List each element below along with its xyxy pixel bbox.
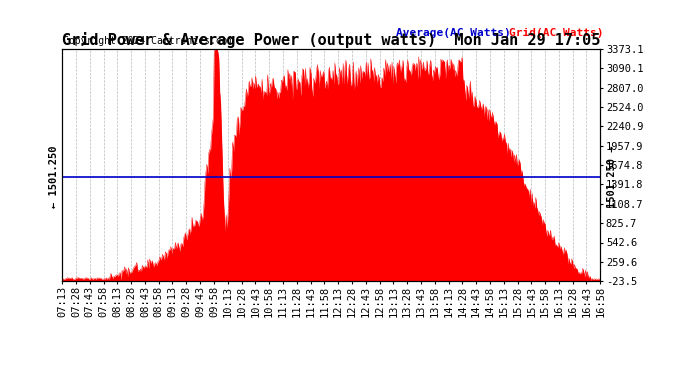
- Title: Grid Power & Average Power (output watts)  Mon Jan 29 17:05: Grid Power & Average Power (output watts…: [62, 32, 600, 48]
- Text: Grid(AC Watts): Grid(AC Watts): [509, 28, 603, 38]
- Text: 1501.250 →: 1501.250 →: [607, 146, 618, 208]
- Text: Copyright 2024 Cartronics.com: Copyright 2024 Cartronics.com: [63, 36, 233, 46]
- Text: Average(AC Watts): Average(AC Watts): [396, 28, 511, 38]
